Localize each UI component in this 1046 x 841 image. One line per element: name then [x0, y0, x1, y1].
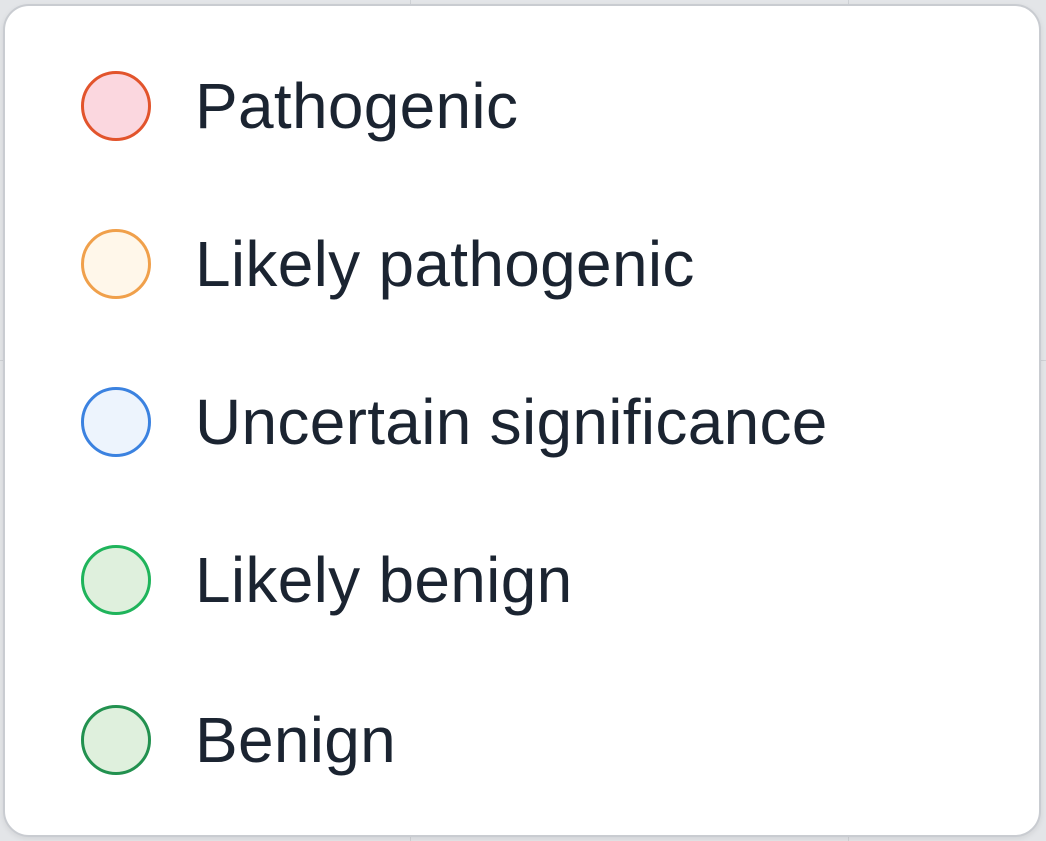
option-uncertain-significance[interactable]: Uncertain significance — [81, 382, 828, 462]
classification-menu: Pathogenic Likely pathogenic Uncertain s… — [3, 4, 1041, 837]
option-benign[interactable]: Benign — [81, 700, 396, 780]
option-likely-benign[interactable]: Likely benign — [81, 540, 573, 620]
option-label: Pathogenic — [195, 70, 519, 142]
option-likely-pathogenic[interactable]: Likely pathogenic — [81, 224, 695, 304]
option-label: Uncertain significance — [195, 386, 828, 458]
option-label: Likely pathogenic — [195, 228, 695, 300]
likely-pathogenic-circle-icon — [81, 229, 151, 299]
benign-circle-icon — [81, 705, 151, 775]
option-label: Likely benign — [195, 544, 573, 616]
likely-benign-circle-icon — [81, 545, 151, 615]
pathogenic-circle-icon — [81, 71, 151, 141]
uncertain-significance-circle-icon — [81, 387, 151, 457]
option-label: Benign — [195, 704, 397, 776]
option-pathogenic[interactable]: Pathogenic — [81, 66, 518, 146]
